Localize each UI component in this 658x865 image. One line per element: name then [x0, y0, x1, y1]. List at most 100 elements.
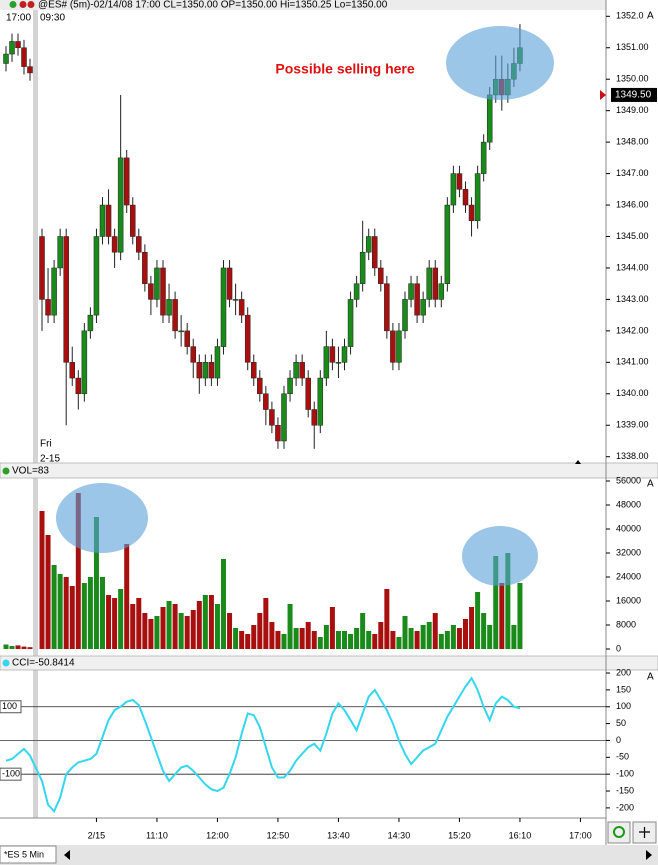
candle-body — [160, 267, 166, 316]
volume-bar — [51, 565, 57, 649]
volume-bar — [263, 598, 269, 649]
candle-body — [378, 267, 384, 284]
x-tick-label: 12:00 — [206, 830, 229, 840]
volume-bar — [184, 616, 190, 649]
x-tick-label: 11:10 — [146, 830, 168, 840]
candle-body — [196, 362, 203, 379]
volume-bar — [81, 583, 87, 649]
candle-body — [402, 299, 408, 332]
chart-title: @ES# (5m)-02/14/08 17:00 CL=1350.00 OP=1… — [38, 0, 388, 11]
candle-body — [208, 362, 215, 379]
scrollbar — [0, 845, 658, 865]
candle-body — [111, 236, 118, 253]
volume-bar — [432, 613, 438, 649]
volume-bar — [93, 517, 99, 649]
candle-body — [105, 204, 112, 237]
candle-body — [45, 299, 51, 316]
volume-bar — [178, 613, 184, 649]
y-tick-label: 24000 — [616, 571, 641, 581]
volume-bar — [426, 622, 432, 649]
candle-body — [311, 409, 317, 426]
y-tick-label: 1343.00 — [616, 294, 649, 304]
chart-tab[interactable] — [0, 845, 57, 864]
volume-bar — [438, 634, 444, 649]
volume-bar — [154, 616, 160, 649]
indicator-icon — [2, 467, 10, 475]
cci-line — [5, 676, 521, 814]
candle-body — [51, 267, 57, 316]
y-tick-label: 150 — [616, 684, 631, 694]
volume-bar — [517, 583, 523, 649]
volume-bar — [214, 604, 220, 649]
volume-bar — [27, 647, 33, 649]
volume-bar — [487, 625, 493, 649]
x-tick-label: 17:00 — [569, 830, 592, 840]
x-tick-label: 2/15 — [88, 830, 106, 840]
candle-body — [148, 283, 154, 300]
candle-body — [486, 94, 493, 143]
y-tick-label: 1349.00 — [616, 105, 649, 115]
autoscale: A — [647, 11, 654, 22]
reference-label-box — [0, 700, 22, 714]
candle-body — [57, 236, 63, 269]
status-icon — [19, 1, 27, 8]
y-tick-label: 56000 — [616, 475, 641, 485]
candle-body — [329, 346, 336, 363]
candle-body — [281, 393, 287, 442]
candle-body — [130, 204, 136, 237]
candle-body — [136, 236, 142, 253]
candle-body — [184, 330, 190, 347]
volume-bar — [233, 628, 239, 649]
candle-body — [3, 53, 9, 64]
y-tick-label: 1342.00 — [616, 325, 649, 335]
volume-bar — [112, 598, 118, 649]
session-time: 09:30 — [40, 13, 65, 24]
candle-body — [9, 41, 15, 55]
volume-bar — [408, 628, 414, 649]
scroll-left[interactable] — [64, 850, 70, 860]
y-tick-label: 1347.00 — [616, 168, 649, 178]
x-tick-label: 15:20 — [448, 830, 471, 840]
y-tick-label: 1341.00 — [616, 357, 649, 367]
volume-bar — [21, 646, 27, 649]
volume-bar — [275, 631, 281, 649]
candle-body — [480, 141, 487, 174]
price-tag-label: 1349.50 — [615, 90, 652, 101]
y-tick-label: 8000 — [616, 619, 636, 629]
panel-separator — [0, 655, 658, 671]
y-tick-label: 1339.00 — [616, 420, 649, 430]
volume-bar — [148, 619, 154, 649]
candle-body — [317, 377, 324, 426]
candle-body — [39, 236, 45, 300]
candle-body — [117, 157, 124, 253]
candle-body — [287, 377, 293, 395]
candle-body — [269, 409, 275, 426]
candle-body — [93, 236, 100, 316]
volume-bar — [420, 625, 426, 649]
x-tick-label: 16:10 — [509, 830, 532, 840]
session-divider — [33, 10, 38, 818]
y-tick-label: 1348.00 — [616, 137, 649, 147]
volume-bar — [414, 631, 420, 649]
volume-bar — [202, 595, 208, 649]
refresh-button[interactable] — [607, 821, 631, 844]
y-tick-label: 1340.00 — [616, 388, 649, 398]
volume-bar — [450, 625, 456, 649]
y-tick-label: 40000 — [616, 523, 641, 533]
candle-body — [226, 267, 233, 300]
x-tick-label: 13:40 — [327, 830, 350, 840]
volume-bar — [366, 631, 372, 649]
candle-body — [432, 267, 438, 300]
volume-bar — [299, 628, 305, 649]
autoscale: A — [647, 479, 654, 490]
candle-body — [15, 41, 21, 48]
candle-body — [305, 377, 311, 410]
candle-body — [468, 204, 475, 222]
cci-title: CCI=-50.8414 — [12, 658, 75, 669]
volume-bar — [166, 601, 172, 649]
volume-bar — [130, 604, 136, 649]
volume-bar — [390, 631, 396, 649]
scroll-right[interactable] — [646, 850, 652, 860]
volume-bar — [190, 610, 196, 649]
candle-body — [220, 267, 227, 347]
